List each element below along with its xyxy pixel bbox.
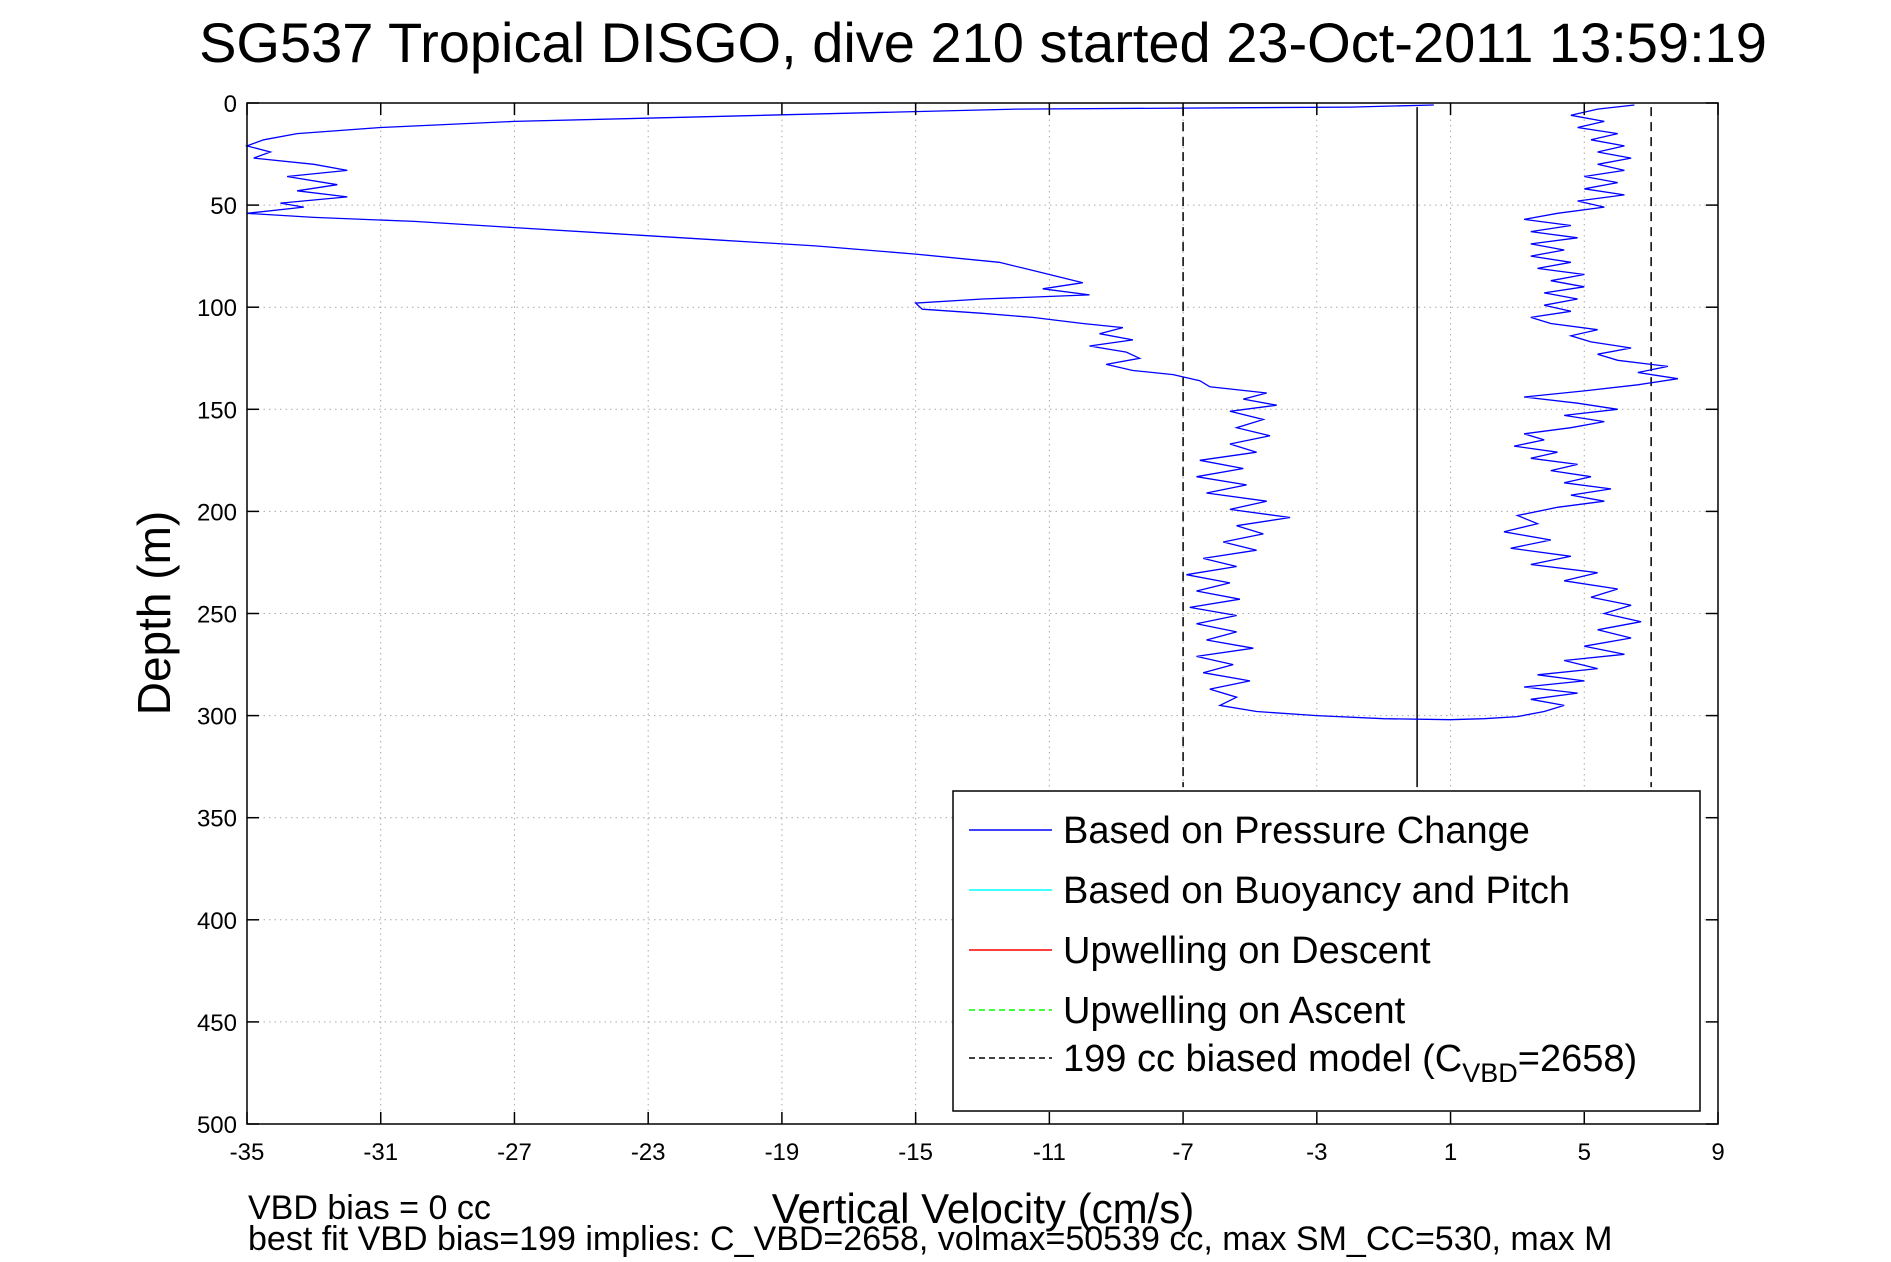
x-axis-label: Vertical Velocity (cm/s): [772, 1185, 1194, 1232]
legend-box: [952, 790, 1701, 1112]
x-tick-label: -27: [497, 1139, 532, 1166]
x-tick-label: -7: [1172, 1139, 1193, 1166]
y-tick-label: 400: [197, 908, 237, 935]
x-tick-label: -19: [765, 1139, 800, 1166]
x-tick-label: -23: [631, 1139, 666, 1166]
x-tick-label: -31: [363, 1139, 398, 1166]
y-tick-label: 450: [197, 1010, 237, 1037]
chart-title: SG537 Tropical DISGO, dive 210 started 2…: [199, 11, 1767, 74]
y-tick-label: 200: [197, 499, 237, 526]
legend-label: Upwelling on Descent: [1063, 930, 1431, 972]
series-line-pressure-change: [244, 104, 1678, 721]
x-tick-label: -15: [898, 1139, 933, 1166]
legend-label-main: 199 cc biased model (C: [1063, 1038, 1462, 1080]
series-layer: [244, 104, 1678, 721]
y-tick-label: 300: [197, 704, 237, 731]
y-tick-label: 250: [197, 602, 237, 629]
legend-label-subscript: VBD: [1462, 1058, 1518, 1088]
y-tick-label: 100: [197, 295, 237, 322]
legend-label: Upwelling on Ascent: [1063, 990, 1406, 1032]
x-tick-label: 1: [1444, 1139, 1457, 1166]
legend-label: 199 cc biased model (CVBD=2658): [1063, 1038, 1637, 1088]
x-tick-label: -35: [230, 1139, 265, 1166]
y-tick-label: 50: [210, 193, 237, 220]
y-tick-label: 500: [197, 1112, 237, 1139]
y-tick-label: 0: [224, 91, 237, 118]
x-tick-label: -11: [1033, 1139, 1066, 1166]
legend-label: Based on Buoyancy and Pitch: [1063, 870, 1570, 912]
legend-label-tail: =2658): [1518, 1038, 1637, 1080]
x-tick-label: 9: [1711, 1139, 1724, 1166]
y-tick-label: 350: [197, 806, 237, 833]
x-tick-label: 5: [1578, 1139, 1591, 1166]
y-axis-label: Depth (m): [128, 511, 180, 715]
axis-ticks: -35 -31 -27 -23 -19 -15 -11 -7 -3 1 5 9050100150200…: [197, 91, 1725, 1166]
vbd-bias-note: VBD bias = 0 cc: [248, 1189, 491, 1227]
legend-label: Based on Pressure Change: [1063, 810, 1530, 852]
best-fit-note: best fit VBD bias=199 implies: C_VBD=265…: [248, 1220, 1612, 1258]
x-tick-label: -3: [1306, 1139, 1327, 1166]
legend: Based on Pressure Change Based on Buoyanc…: [952, 790, 1701, 1112]
reference-lines: [1182, 107, 1652, 788]
y-tick-label: 150: [197, 397, 237, 424]
